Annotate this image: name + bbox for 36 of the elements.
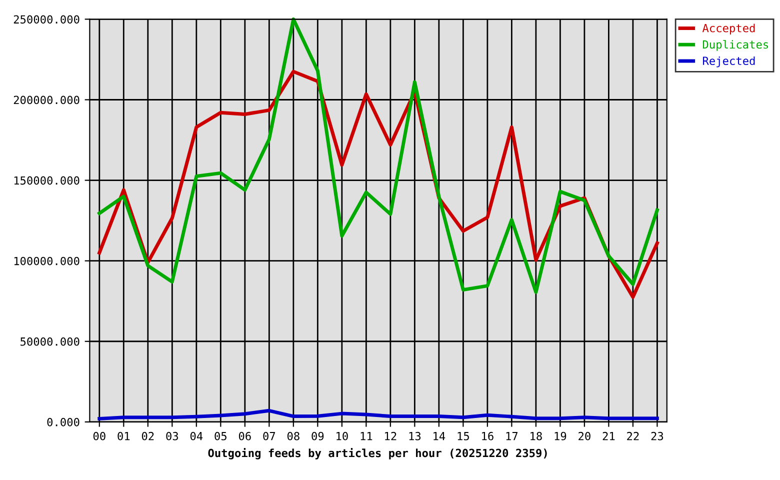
x-tick-label: 13 <box>409 432 421 440</box>
y-tick-label: 100000.000 <box>14 256 80 266</box>
x-tick-label: 14 <box>434 432 446 440</box>
x-tick-label: 16 <box>482 432 494 440</box>
y-tick-label: 0.000 <box>47 418 80 426</box>
line-series <box>98 17 659 294</box>
x-tick-label: 20 <box>578 432 590 440</box>
x-tick-label: 09 <box>312 432 324 440</box>
x-tick-label: 02 <box>142 432 154 440</box>
x-tick-label: 15 <box>458 432 469 440</box>
legend-label: Rejected <box>703 56 755 68</box>
y-tick-label: 250000.000 <box>14 15 80 24</box>
x-tick-label: 19 <box>554 432 566 440</box>
x-tick-label: 11 <box>360 432 372 440</box>
x-tick-label: 23 <box>651 432 664 440</box>
x-tick-label: 12 <box>385 432 396 440</box>
y-tick-label: 200000.000 <box>14 96 80 104</box>
y-tick-label: 50000.000 <box>20 337 80 346</box>
x-tick-label: 06 <box>238 432 251 440</box>
x-tick-label: 18 <box>530 432 542 440</box>
x-tick-label: 03 <box>166 432 178 440</box>
line-series <box>98 408 659 420</box>
x-axis-title: Outgoing feeds by articles per hour (20251220 2359) <box>208 448 547 460</box>
x-tick-label: 01 <box>118 432 130 440</box>
x-tick-label: 07 <box>263 432 276 440</box>
legend-label: Accepted <box>702 24 755 34</box>
x-tick-label: 04 <box>190 432 203 440</box>
x-tick-label: 21 <box>602 432 615 440</box>
x-tick-label: 00 <box>93 432 106 440</box>
x-tick-label: 08 <box>287 432 300 440</box>
x-tick-label: 22 <box>627 432 639 440</box>
x-tick-label: 17 <box>506 432 518 440</box>
legend-label: Duplicates <box>702 40 768 51</box>
x-tick-label: 05 <box>214 432 226 440</box>
x-tick-label: 10 <box>336 432 348 440</box>
y-tick-label: 150000.000 <box>14 176 80 185</box>
